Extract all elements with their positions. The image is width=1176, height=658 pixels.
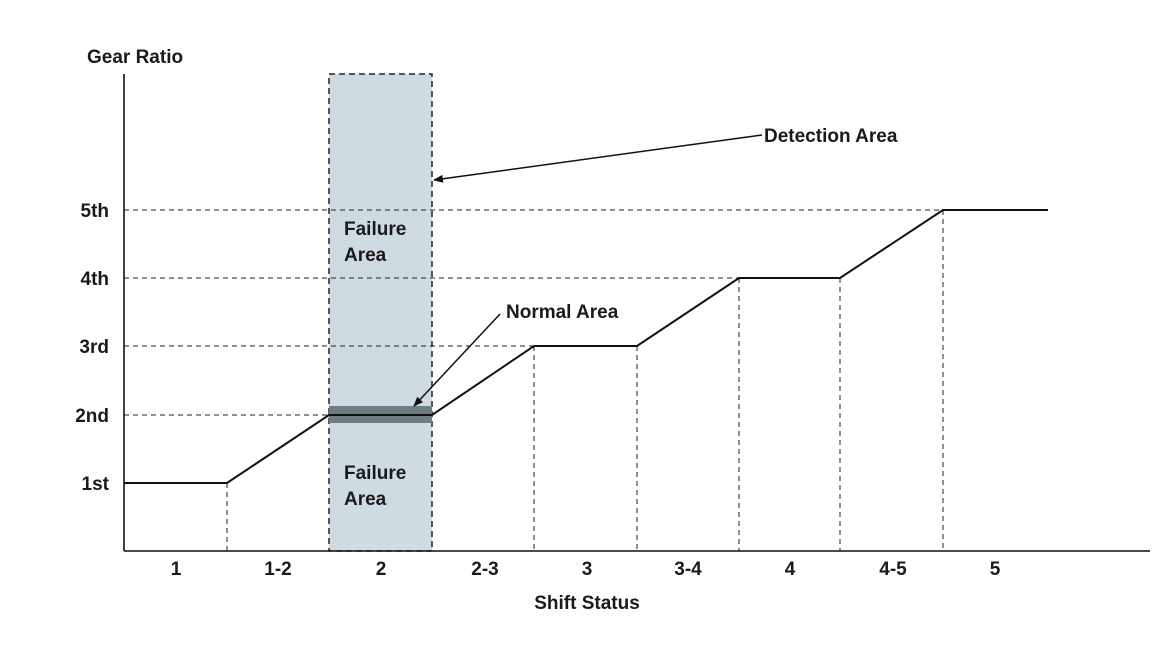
y-tick-label: 3rd (79, 337, 109, 358)
detection-area-label: Detection Area (764, 126, 898, 147)
y-tick-label: 2nd (75, 406, 109, 427)
x-axis-title: Shift Status (534, 593, 640, 614)
x-category-label: 4 (785, 559, 796, 580)
x-category-label: 1-2 (264, 559, 291, 580)
y-axis-title: Gear Ratio (87, 47, 183, 68)
failure-area-upper-label-line1: Failure (344, 219, 406, 240)
normal-area-label: Normal Area (506, 302, 619, 323)
x-category-label: 5 (990, 559, 1001, 580)
x-category-label: 3 (582, 559, 593, 580)
detection-area-region (328, 73, 433, 552)
normal-area-arrow (413, 313, 501, 407)
failure-area-lower-label-line2: Area (344, 489, 387, 510)
vertical-guides (226, 210, 944, 551)
failure-area-upper-label-line2: Area (344, 245, 387, 266)
y-tick-label: 1st (82, 474, 110, 495)
x-category-label: 2 (376, 559, 387, 580)
detection-area-arrow (433, 134, 763, 183)
x-category-label: 1 (171, 559, 182, 580)
x-category-label: 2-3 (471, 559, 498, 580)
gear-ratio-profile-line (124, 209, 1048, 484)
x-category-label: 4-5 (879, 559, 907, 580)
failure-area-lower-label-line1: Failure (344, 463, 406, 484)
x-category-label: 3-4 (674, 559, 702, 580)
horizontal-guides (124, 209, 943, 416)
y-tick-label: 5th (81, 201, 110, 222)
y-tick-label: 4th (81, 269, 110, 290)
